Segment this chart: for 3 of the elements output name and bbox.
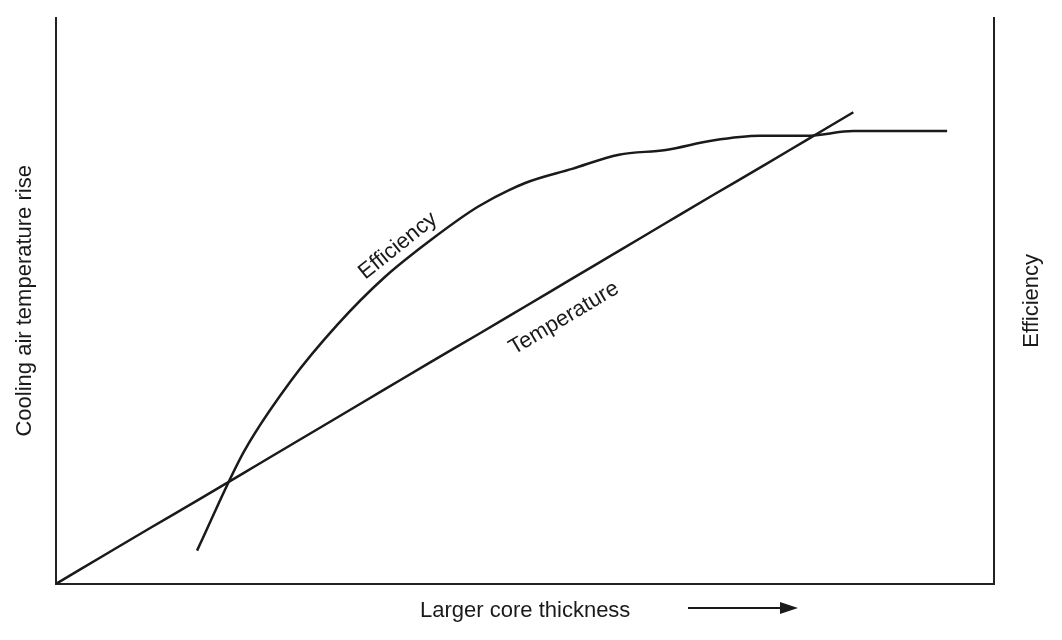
- y-axis-title: Cooling air temperature rise: [11, 165, 37, 437]
- x-axis-title: Larger core thickness: [420, 596, 631, 622]
- y2-axis-title: Efficiency: [1018, 253, 1044, 348]
